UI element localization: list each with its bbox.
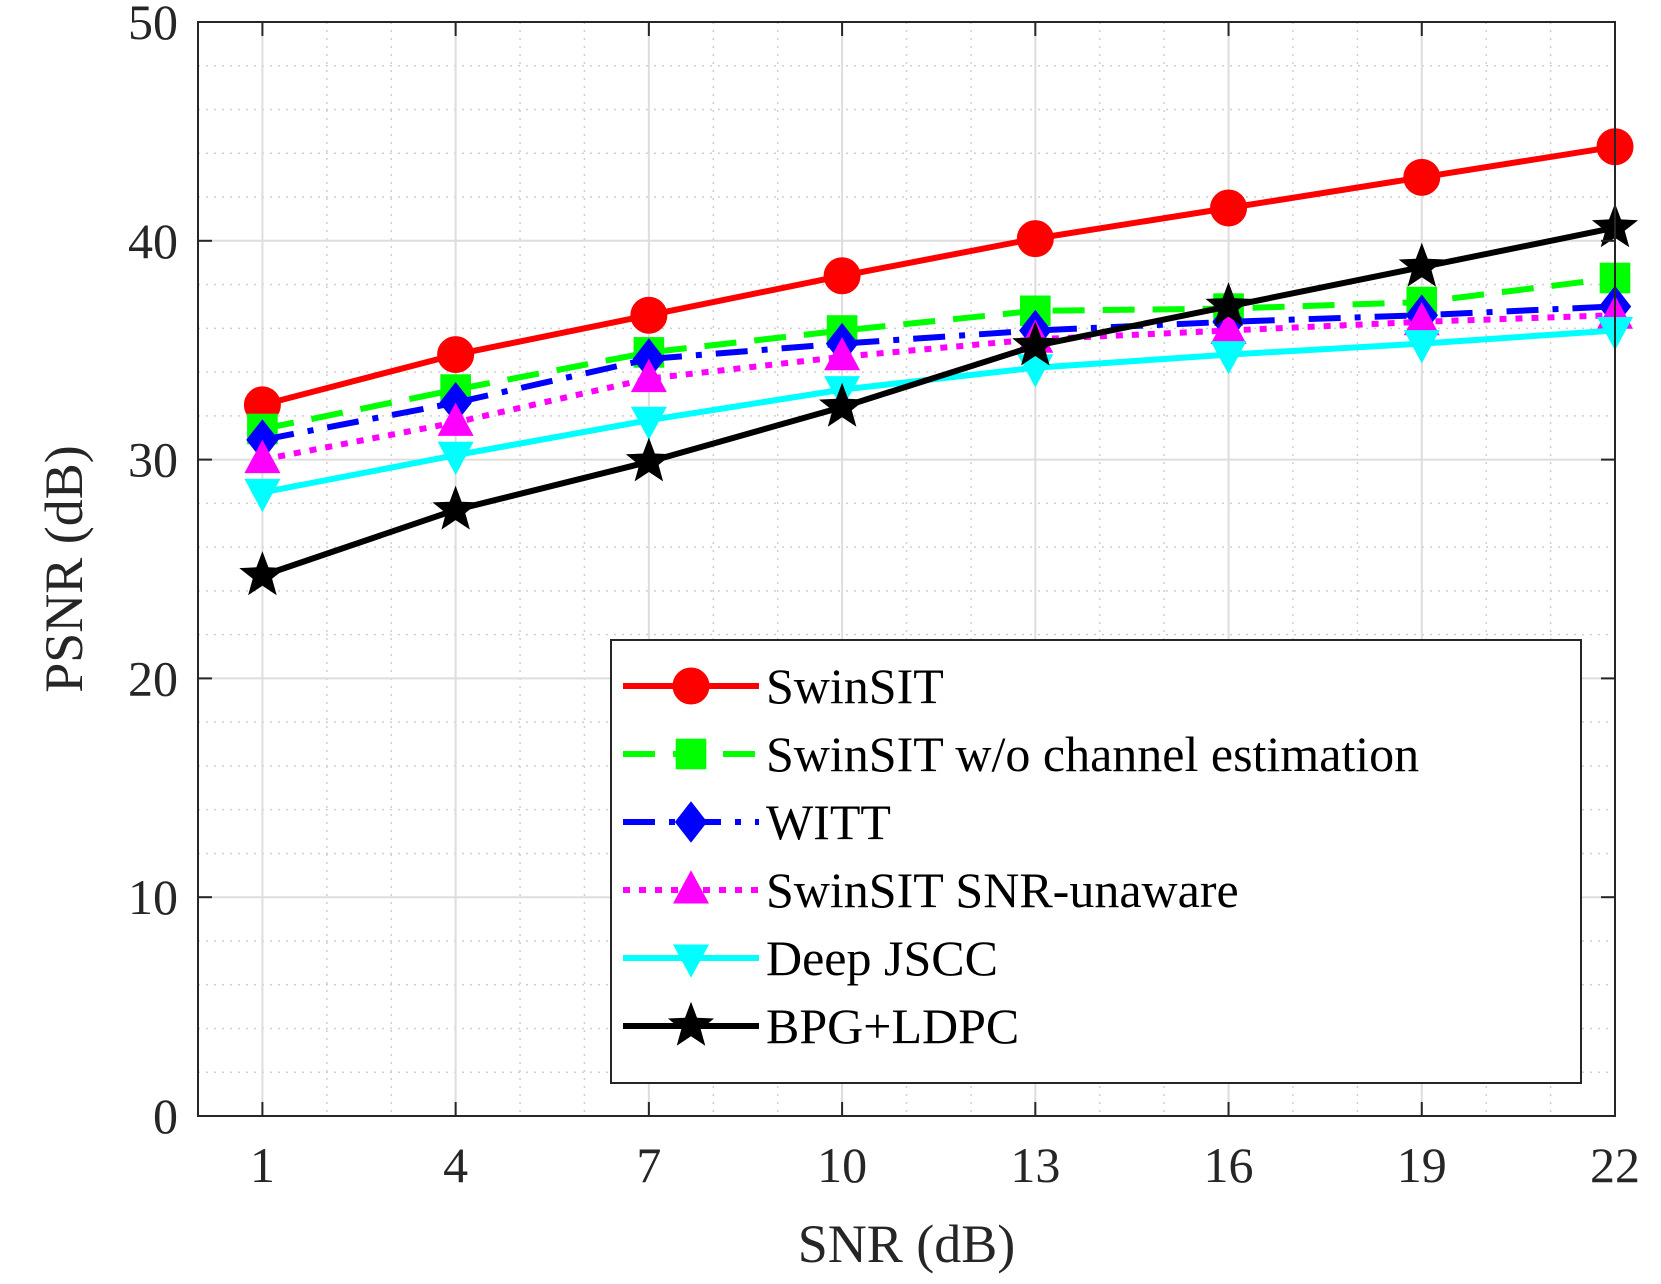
- y-tick-label: 40: [128, 213, 178, 269]
- legend-box: [610, 639, 1582, 1084]
- legend-marker-witt: [674, 801, 708, 843]
- legend-marker-swinsit: [672, 667, 710, 705]
- legend-marker-bpg-ldpc: [667, 1001, 715, 1046]
- data-point-swinsit: [1016, 220, 1054, 258]
- data-point-bpg-ldpc: [625, 437, 672, 482]
- plot-area-frame: [197, 21, 1616, 1117]
- legend-label-swinsit: SwinSIT: [766, 658, 944, 714]
- x-tick-label: 7: [636, 1137, 661, 1193]
- y-tick-label: 50: [128, 0, 178, 50]
- data-point-bpg-ldpc: [1012, 321, 1059, 366]
- data-point-swinsit: [823, 257, 861, 295]
- data-point-swinsit: [630, 296, 668, 334]
- data-point-swinsit: [1210, 189, 1248, 227]
- legend-marker-swinsit-w-o-channel-estimation: [675, 738, 707, 770]
- data-point-swinsit-snr-unaware: [437, 402, 474, 436]
- data-point-deep-jscc: [1403, 330, 1440, 364]
- legend-label-deep-jscc: Deep JSCC: [766, 930, 998, 986]
- legend-label-swinsit-w-o-channel-estimation: SwinSIT w/o channel estimation: [766, 726, 1419, 782]
- data-point-bpg-ldpc: [1398, 242, 1445, 287]
- legend-label-bpg-ldpc: BPG+LDPC: [766, 998, 1019, 1054]
- data-point-bpg-ldpc: [239, 551, 286, 596]
- x-tick-label: 13: [1010, 1137, 1060, 1193]
- data-point-deep-jscc: [244, 478, 281, 513]
- series-line-swinsit: [261, 143, 1616, 408]
- data-point-deep-jscc: [1017, 354, 1054, 388]
- x-tick-label: 22: [1590, 1137, 1640, 1193]
- data-point-deep-jscc: [630, 406, 667, 441]
- data-point-bpg-ldpc: [1205, 282, 1252, 327]
- series-line-swinsit-snr-unaware: [261, 312, 1616, 463]
- x-tick-label: 19: [1397, 1137, 1447, 1193]
- data-point-swinsit-snr-unaware: [1403, 301, 1440, 336]
- legend-label-swinsit-snr-unaware: SwinSIT SNR-unaware: [766, 862, 1239, 918]
- x-tick-label: 16: [1204, 1137, 1254, 1193]
- legend-label-witt: WITT: [766, 794, 891, 850]
- data-point-swinsit-snr-unaware: [1210, 310, 1247, 345]
- y-tick-label: 30: [128, 432, 178, 488]
- data-point-bpg-ldpc: [432, 485, 479, 530]
- x-tick-label: 1: [250, 1137, 275, 1193]
- legend: SwinSIT SwinSIT w/o channel estimation WIT…: [610, 639, 1582, 1084]
- data-point-swinsit-snr-unaware: [630, 358, 667, 393]
- series-line-swinsit-w-o-channel-estimation: [261, 275, 1616, 432]
- legend-marker-deep-jscc: [673, 944, 709, 978]
- y-tick-label: 20: [128, 650, 178, 706]
- y-tick-label: 10: [128, 869, 178, 925]
- data-point-deep-jscc: [437, 441, 474, 476]
- y-tick-label: 0: [153, 1088, 178, 1144]
- axis-ticks: 0 10 20 30 40 50 1 4 7 10 13 16 19 22: [128, 0, 1640, 1193]
- data-point-deep-jscc: [1210, 341, 1247, 375]
- legend-marker-swinsit-snr-unaware: [673, 870, 709, 904]
- series-line-witt: [261, 303, 1616, 443]
- data-point-swinsit: [437, 336, 475, 374]
- x-axis-label: SNR (dB): [798, 1214, 1016, 1274]
- data-point-swinsit-snr-unaware: [244, 439, 281, 474]
- series-line-bpg-ldpc: [261, 224, 1616, 579]
- data-point-bpg-ldpc: [819, 382, 866, 427]
- x-tick-label: 4: [443, 1137, 468, 1193]
- data-point-swinsit: [1403, 158, 1441, 196]
- y-axis-label: PSNR (dB): [34, 445, 94, 693]
- data-point-swinsit-snr-unaware: [824, 336, 861, 371]
- series-swinsit: [243, 128, 1634, 424]
- x-tick-label: 10: [817, 1137, 867, 1193]
